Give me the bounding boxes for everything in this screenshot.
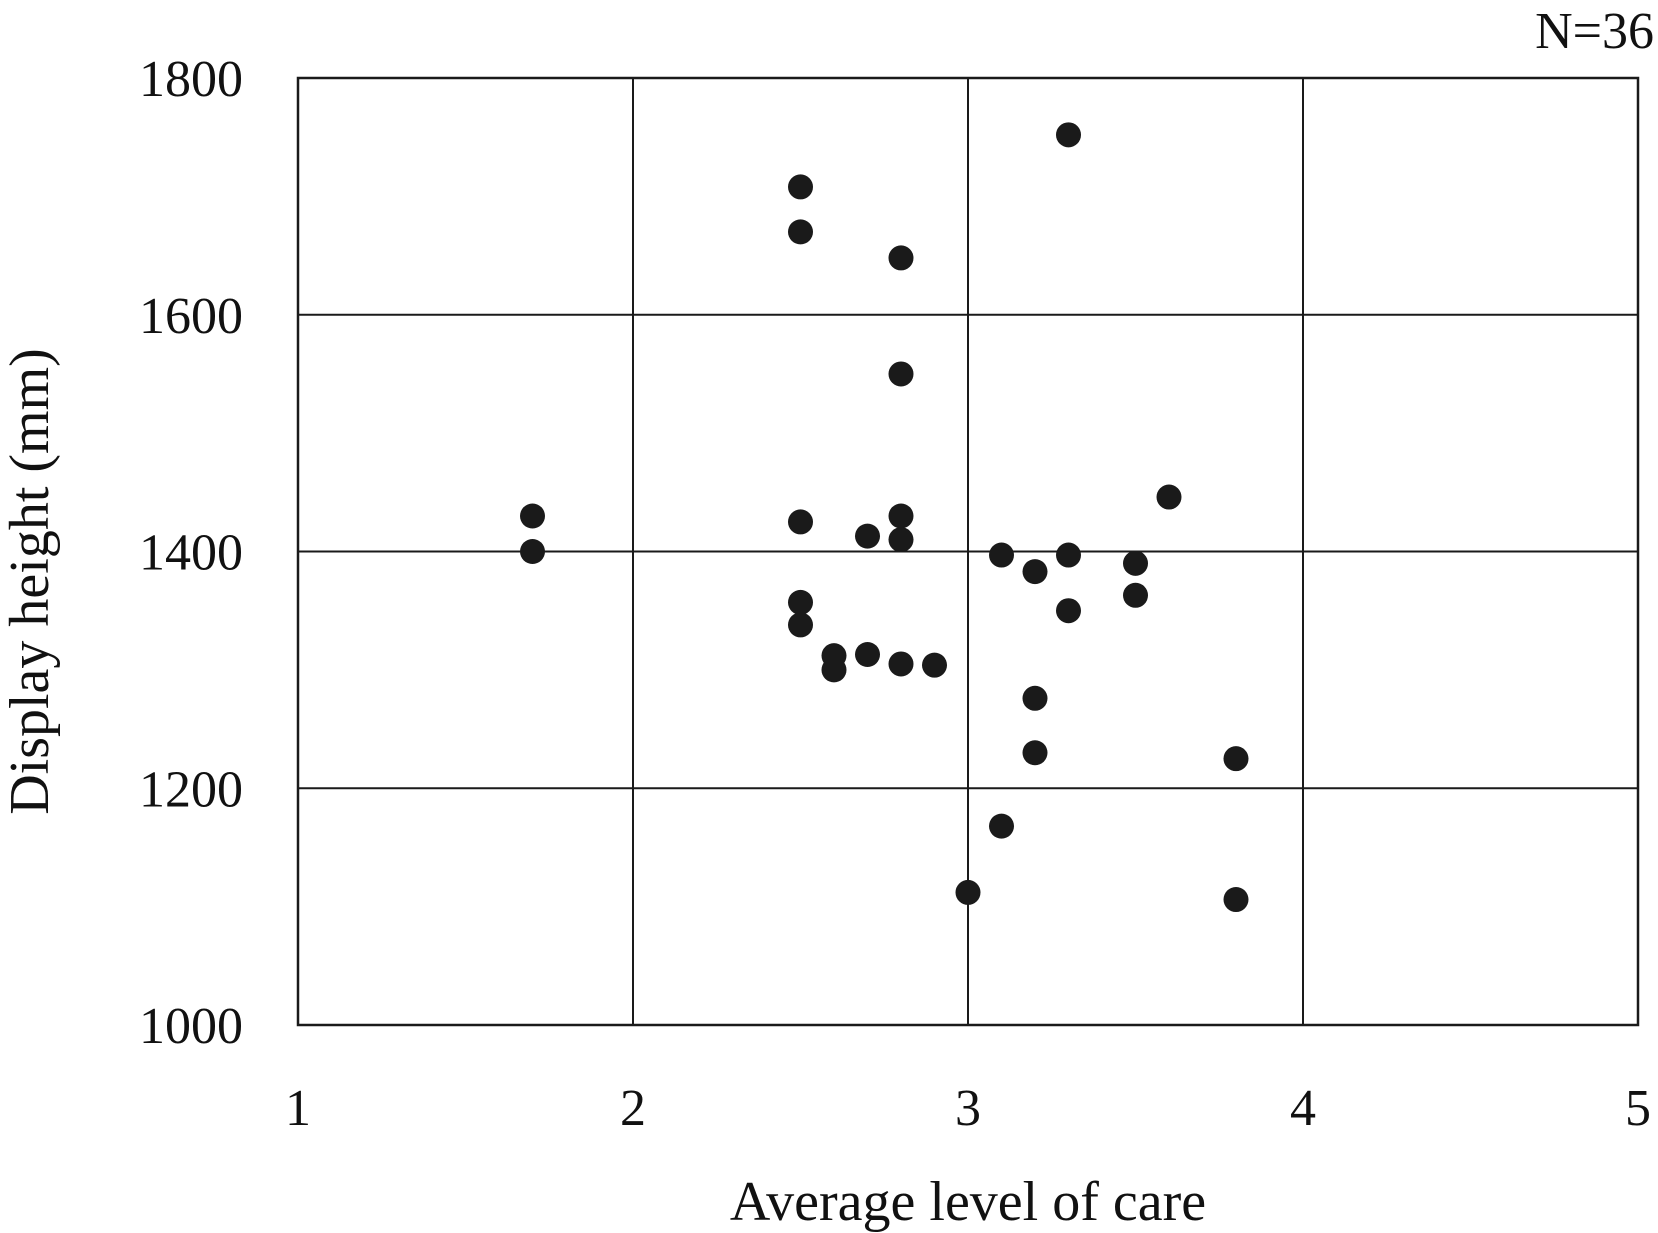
x-tick-label: 4 bbox=[1290, 1080, 1316, 1137]
sample-size-note: N=36 bbox=[1535, 3, 1654, 60]
data-point bbox=[520, 503, 545, 529]
data-point bbox=[989, 813, 1014, 839]
x-tick-label: 1 bbox=[285, 1080, 311, 1137]
plot-frame bbox=[296, 76, 1640, 1027]
data-point bbox=[788, 509, 813, 535]
y-axis-title: Display height (mm) bbox=[0, 348, 61, 815]
data-point bbox=[888, 527, 914, 553]
data-point bbox=[922, 652, 947, 678]
y-tick-label: 1800 bbox=[139, 51, 243, 108]
data-point bbox=[1123, 550, 1148, 576]
data-point bbox=[1156, 484, 1182, 510]
x-axis-title: Average level of care bbox=[730, 1171, 1206, 1233]
data-point bbox=[888, 503, 914, 529]
data-point bbox=[788, 174, 813, 200]
y-tick-label: 1400 bbox=[139, 525, 243, 582]
y-tick-label: 1200 bbox=[139, 761, 243, 818]
y-tick-label: 1000 bbox=[139, 998, 243, 1055]
data-point bbox=[888, 361, 914, 387]
x-tick-label: 5 bbox=[1625, 1080, 1651, 1137]
data-point bbox=[788, 219, 813, 245]
data-point bbox=[821, 657, 847, 683]
data-point bbox=[855, 641, 880, 667]
data-point bbox=[1123, 582, 1148, 608]
data-point bbox=[520, 539, 545, 564]
data-point bbox=[1056, 542, 1081, 568]
x-tick-label: 2 bbox=[620, 1080, 646, 1137]
data-point bbox=[855, 523, 880, 549]
data-point bbox=[989, 542, 1014, 568]
data-point bbox=[1223, 887, 1249, 913]
data-point bbox=[788, 589, 813, 615]
data-point bbox=[1022, 559, 1048, 585]
y-tick-label: 1600 bbox=[139, 288, 243, 345]
data-point bbox=[1223, 746, 1249, 772]
data-point bbox=[955, 879, 981, 905]
data-point bbox=[1022, 740, 1048, 766]
x-tick-label: 3 bbox=[955, 1080, 981, 1137]
x-tick-labels: 1 2 3 4 5 bbox=[285, 1080, 1651, 1137]
data-point bbox=[1022, 685, 1048, 711]
data-point bbox=[888, 651, 914, 677]
data-point bbox=[1056, 598, 1081, 624]
data-point bbox=[888, 245, 914, 271]
data-point bbox=[788, 612, 813, 638]
data-points bbox=[520, 122, 1249, 913]
y-tick-labels: 1000 1200 1400 1600 1800 bbox=[139, 51, 243, 1055]
data-point bbox=[1056, 122, 1081, 148]
